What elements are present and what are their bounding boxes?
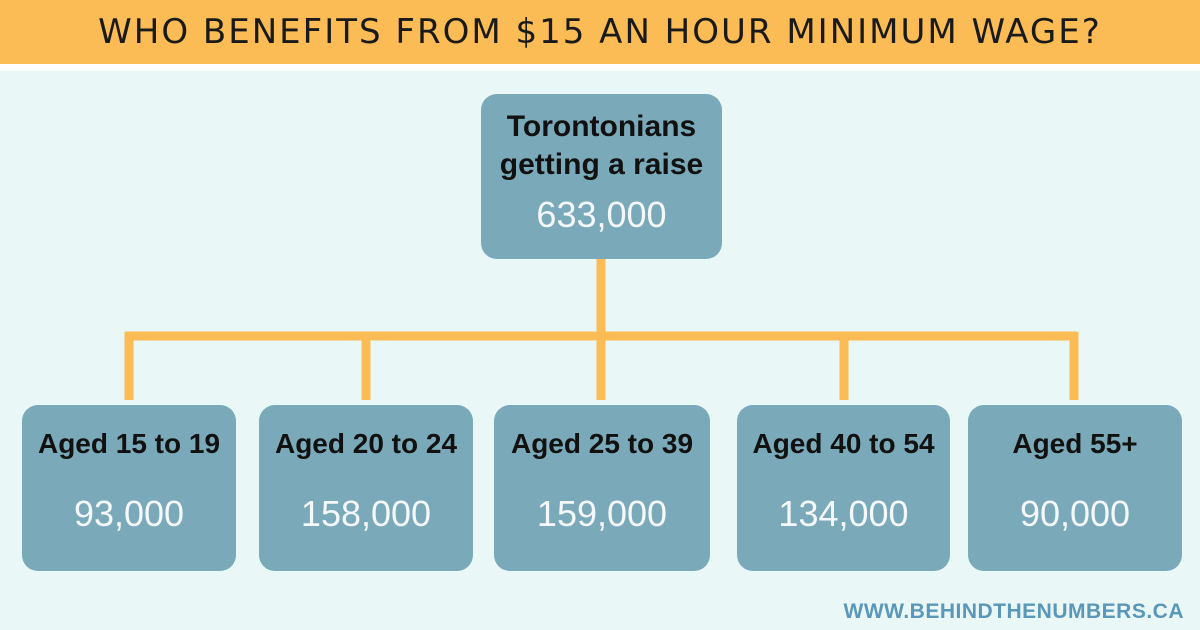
child-label: Aged 25 to 39 [510, 428, 694, 459]
child-value: 158,000 [300, 493, 432, 534]
website-credit: WWW.BEHINDTHENUMBERS.CA [843, 600, 1184, 623]
child-label: Aged 20 to 24 [274, 428, 458, 459]
child-label: Aged 15 to 19 [37, 428, 221, 459]
child-node-aged-40-54: Aged 40 to 54 134,000 [737, 405, 950, 571]
child-value: 93,000 [73, 493, 185, 534]
root-node: Torontonians getting a raise 633,000 [481, 94, 722, 259]
child-node-aged-55-plus: Aged 55+ 90,000 [968, 405, 1182, 571]
child-node-aged-25-39: Aged 25 to 39 159,000 [494, 405, 710, 571]
child-node-aged-15-19: Aged 15 to 19 93,000 [22, 405, 236, 571]
title-divider [0, 64, 1200, 71]
root-label-line2: getting a raise [499, 148, 704, 181]
page-title: WHO BENEFITS FROM $15 AN HOUR MINIMUM WA… [98, 12, 1102, 52]
child-value: 90,000 [1019, 493, 1131, 534]
child-label: Aged 55+ [1012, 428, 1138, 459]
child-node-aged-20-24: Aged 20 to 24 158,000 [259, 405, 473, 571]
root-label-line1: Torontonians [506, 110, 697, 143]
title-bar: WHO BENEFITS FROM $15 AN HOUR MINIMUM WA… [0, 0, 1200, 64]
child-label: Aged 40 to 54 [752, 428, 935, 459]
root-value: 633,000 [536, 194, 667, 235]
child-value: 159,000 [536, 493, 668, 534]
child-value: 134,000 [778, 493, 909, 534]
